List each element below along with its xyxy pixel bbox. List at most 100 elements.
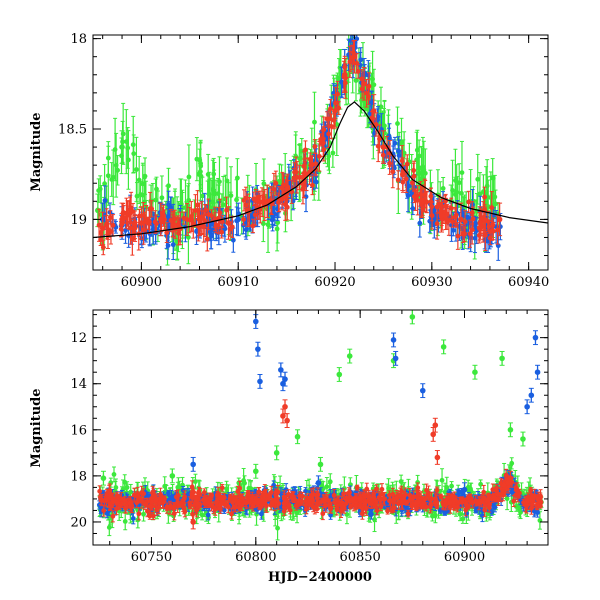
top-point-green <box>260 221 266 227</box>
top-point-red <box>370 116 376 121</box>
top-point-red <box>403 176 409 182</box>
top-point-red <box>495 227 500 233</box>
top-point-red <box>152 219 158 225</box>
top-point-green <box>166 183 171 189</box>
top-point-green <box>475 176 481 182</box>
top-point-red <box>313 161 318 167</box>
top-point-red <box>293 169 299 175</box>
top-point-red <box>96 222 102 228</box>
top-point-green <box>159 195 165 201</box>
top-point-green <box>186 234 191 240</box>
top-y-axis-label: Magnitude <box>29 112 44 191</box>
top-point-green <box>364 106 370 112</box>
top-point-red <box>449 219 455 225</box>
top-point-red <box>390 169 396 175</box>
top-point-green <box>299 148 305 154</box>
top-point-green <box>440 186 446 191</box>
top-point-red <box>458 216 464 223</box>
top-point-blue <box>404 182 410 188</box>
top-point-green <box>234 197 239 203</box>
top-point-red <box>157 216 164 223</box>
top-point-blue <box>170 242 176 248</box>
bottom-point-green <box>324 484 330 490</box>
top-point-red <box>119 216 125 223</box>
top-point-red <box>164 230 170 236</box>
top-point-green <box>134 167 139 172</box>
top-point-red <box>291 175 297 181</box>
top-point-red <box>141 213 146 218</box>
top-point-red <box>224 207 229 213</box>
top-point-red <box>217 210 223 216</box>
top-point-red <box>106 228 112 233</box>
top-point-red <box>466 199 472 205</box>
top-point-green <box>456 180 462 186</box>
top-series-red <box>96 39 503 256</box>
top-point-red <box>470 216 476 222</box>
top-y-tick-label: 18 <box>70 32 87 47</box>
top-point-red <box>219 219 225 225</box>
top-point-red <box>204 236 210 242</box>
top-point-green <box>353 78 359 83</box>
top-x-tick-label: 60920 <box>314 275 355 290</box>
top-point-red <box>354 60 360 66</box>
top-point-blue <box>386 133 392 139</box>
top-point-red <box>143 217 149 222</box>
top-point-red <box>279 185 285 191</box>
top-point-red <box>438 212 445 219</box>
top-point-red <box>335 91 340 97</box>
top-x-tick-label: 60940 <box>508 275 549 290</box>
top-point-red <box>455 233 461 239</box>
top-point-red <box>482 194 487 200</box>
bottom-point-green <box>162 483 168 489</box>
top-point-green <box>126 157 131 163</box>
top-point-red <box>107 214 113 220</box>
top-point-red <box>271 186 277 192</box>
top-point-red <box>316 153 322 159</box>
top-model-curve <box>93 101 548 239</box>
top-point-green <box>453 178 458 183</box>
top-point-green <box>198 160 203 166</box>
top-point-red <box>203 207 209 213</box>
top-point-red <box>225 220 232 226</box>
top-point-green <box>95 207 101 214</box>
top-point-green <box>395 121 400 126</box>
top-x-tick-label: 60900 <box>121 275 162 290</box>
top-point-red <box>422 191 428 197</box>
top-point-red <box>341 71 348 78</box>
top-point-red <box>98 237 104 243</box>
top-point-red <box>205 211 211 217</box>
top-point-red <box>336 105 342 111</box>
top-point-blue <box>391 164 397 169</box>
top-point-green <box>131 151 137 157</box>
top-point-green <box>200 193 205 199</box>
top-point-red <box>496 216 503 223</box>
top-point-red <box>482 217 488 223</box>
top-point-red <box>196 216 203 223</box>
top-point-red <box>366 83 372 89</box>
bottom-point-green <box>111 472 117 477</box>
top-point-blue <box>230 237 236 243</box>
top-point-red <box>318 137 323 142</box>
top-point-red <box>299 180 305 186</box>
top-point-red <box>215 223 221 228</box>
top-point-green <box>265 222 271 228</box>
top-point-blue <box>392 140 398 146</box>
top-point-red <box>361 81 367 87</box>
panel-top-zoomed-light-curve: 60900 60910 60920 60930 60940 18 18.5 19 Magnit… <box>29 32 549 290</box>
top-point-green <box>207 192 212 197</box>
top-plot-frame <box>92 34 549 271</box>
top-point-red <box>250 223 256 229</box>
top-point-red <box>253 198 259 203</box>
top-point-red <box>219 229 225 235</box>
top-point-red <box>482 232 488 238</box>
top-point-red <box>201 224 207 230</box>
top-point-red <box>321 127 327 133</box>
top-point-green <box>113 162 119 168</box>
top-point-red <box>467 231 473 237</box>
top-point-green <box>459 170 465 176</box>
top-point-green <box>96 188 102 193</box>
top-point-green <box>274 226 280 232</box>
top-point-red <box>404 161 410 167</box>
top-point-red <box>347 59 353 65</box>
top-point-blue <box>405 193 411 198</box>
